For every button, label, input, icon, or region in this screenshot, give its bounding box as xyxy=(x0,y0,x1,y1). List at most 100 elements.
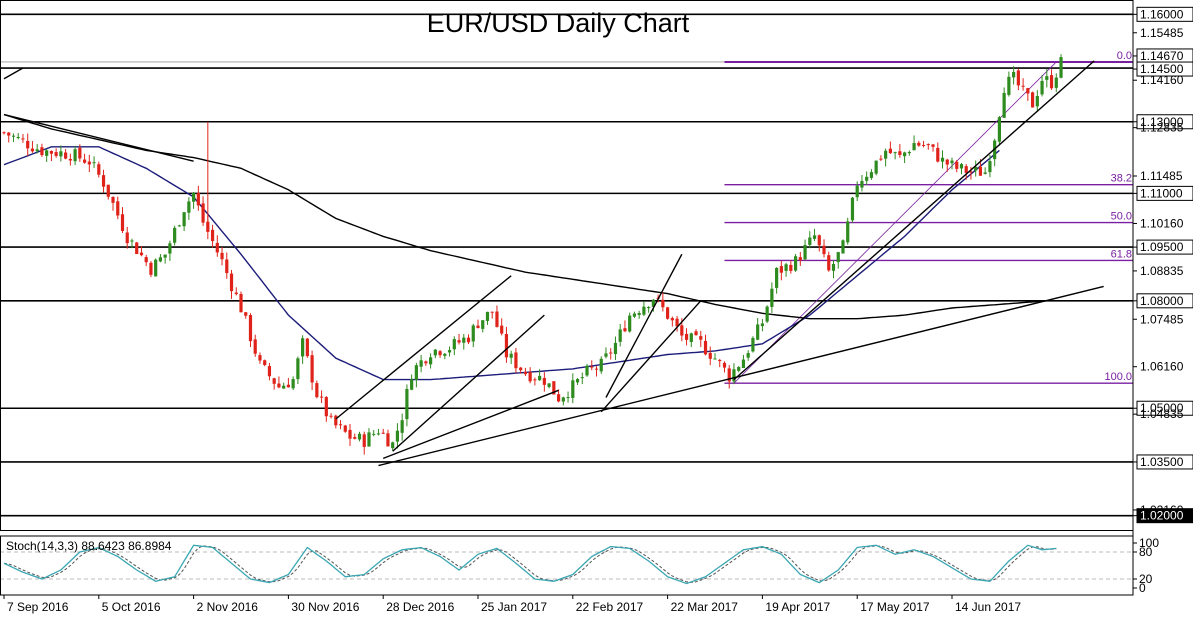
candle-body xyxy=(580,377,584,379)
candle-body xyxy=(542,377,546,385)
candle-body xyxy=(865,176,869,181)
price-panel-frame xyxy=(0,0,1134,531)
candle-body xyxy=(959,164,964,169)
candle-body xyxy=(68,158,72,161)
date-tick-label: 17 May 2017 xyxy=(860,600,930,614)
candle-body xyxy=(528,372,532,382)
candle-body xyxy=(410,379,414,390)
candle-body xyxy=(495,311,499,327)
candle-body xyxy=(305,338,309,357)
candle-body xyxy=(391,442,395,449)
candle-body xyxy=(462,337,466,343)
candle-body xyxy=(405,388,409,420)
candle-body xyxy=(1002,92,1006,118)
candle-body xyxy=(921,144,926,146)
candle-body xyxy=(756,324,760,340)
candle-body xyxy=(258,355,262,361)
candle-body xyxy=(376,433,381,435)
candle-body xyxy=(699,336,703,340)
candle-body xyxy=(490,311,494,313)
candle-body xyxy=(1040,80,1044,95)
candle-body xyxy=(220,252,224,260)
candle-body xyxy=(604,353,608,357)
candle-body xyxy=(59,151,63,157)
trendline xyxy=(392,314,545,452)
price-tick-label: 1.07485 xyxy=(1140,312,1184,326)
candle-body xyxy=(225,259,229,274)
candle-body xyxy=(808,237,812,245)
candle-body xyxy=(1045,76,1049,80)
candle-body xyxy=(1007,76,1011,95)
candle-body xyxy=(694,331,698,336)
candle-body xyxy=(618,329,622,342)
candle-body xyxy=(575,379,580,383)
candle-body xyxy=(523,371,527,375)
candle-body xyxy=(931,144,935,147)
candle-body xyxy=(632,313,637,317)
candle-body xyxy=(689,333,693,343)
candles-group xyxy=(2,54,1063,455)
candle-body xyxy=(21,138,25,140)
candle-body xyxy=(400,420,404,433)
candle-body xyxy=(92,162,96,164)
candle-body xyxy=(628,315,632,332)
candle-body xyxy=(471,325,475,342)
candle-body xyxy=(282,385,286,389)
candle-body xyxy=(296,358,300,380)
candle-body xyxy=(334,415,338,426)
candle-body xyxy=(381,432,385,434)
price-tick-label: 1.11485 xyxy=(1140,169,1183,183)
candle-body xyxy=(637,313,641,315)
candle-body xyxy=(642,306,646,315)
candle-body xyxy=(414,365,418,380)
candle-body xyxy=(940,157,945,162)
price-tag-box xyxy=(1136,185,1193,201)
candle-body xyxy=(727,368,731,382)
fib-level-label: 38.2 xyxy=(1111,173,1132,185)
fib-level-label: 61.8 xyxy=(1111,248,1132,260)
candle-body xyxy=(97,164,101,175)
candle-body xyxy=(433,349,437,356)
candle-body xyxy=(666,307,670,319)
price-tick-label: 1.11000 xyxy=(1140,186,1183,200)
candle-body xyxy=(803,244,807,260)
candle-body xyxy=(917,142,921,146)
candle-body xyxy=(429,357,433,365)
candle-body xyxy=(708,352,712,359)
candle-body xyxy=(301,338,305,357)
trendline xyxy=(600,300,702,413)
date-tick-label: 19 Apr 2017 xyxy=(765,600,830,614)
ma200-line xyxy=(3,113,1047,320)
candle-body xyxy=(561,397,565,402)
candle-body xyxy=(793,256,798,271)
candle-body xyxy=(367,432,371,447)
candle-body xyxy=(324,397,328,417)
price-tick-label: 1.02000 xyxy=(1140,509,1184,523)
candle-body xyxy=(277,383,281,388)
candle-body xyxy=(732,369,736,382)
candle-body xyxy=(651,299,655,307)
fib-level-label: 50.0 xyxy=(1111,211,1132,223)
candle-body xyxy=(149,262,153,275)
candle-body xyxy=(718,359,722,361)
stoch-tick-label: 20 xyxy=(1139,572,1153,586)
candle-body xyxy=(680,325,684,336)
candle-body xyxy=(168,243,172,254)
price-tag-box xyxy=(1136,114,1193,130)
date-tick-label: 2 Nov 2016 xyxy=(197,600,259,614)
candle-body xyxy=(613,342,618,355)
candle-body xyxy=(850,197,855,221)
candle-body xyxy=(547,383,551,387)
candle-body xyxy=(1026,88,1030,94)
candle-body xyxy=(988,161,992,173)
candle-body xyxy=(1012,71,1016,78)
candle-body xyxy=(684,333,689,340)
candle-body xyxy=(210,229,215,242)
price-tag-box xyxy=(1136,61,1193,77)
candle-body xyxy=(182,212,186,227)
candle-body xyxy=(703,340,708,355)
candle-body xyxy=(533,379,537,381)
candle-body xyxy=(950,160,954,164)
candle-body xyxy=(158,257,163,262)
candle-body xyxy=(139,252,144,256)
